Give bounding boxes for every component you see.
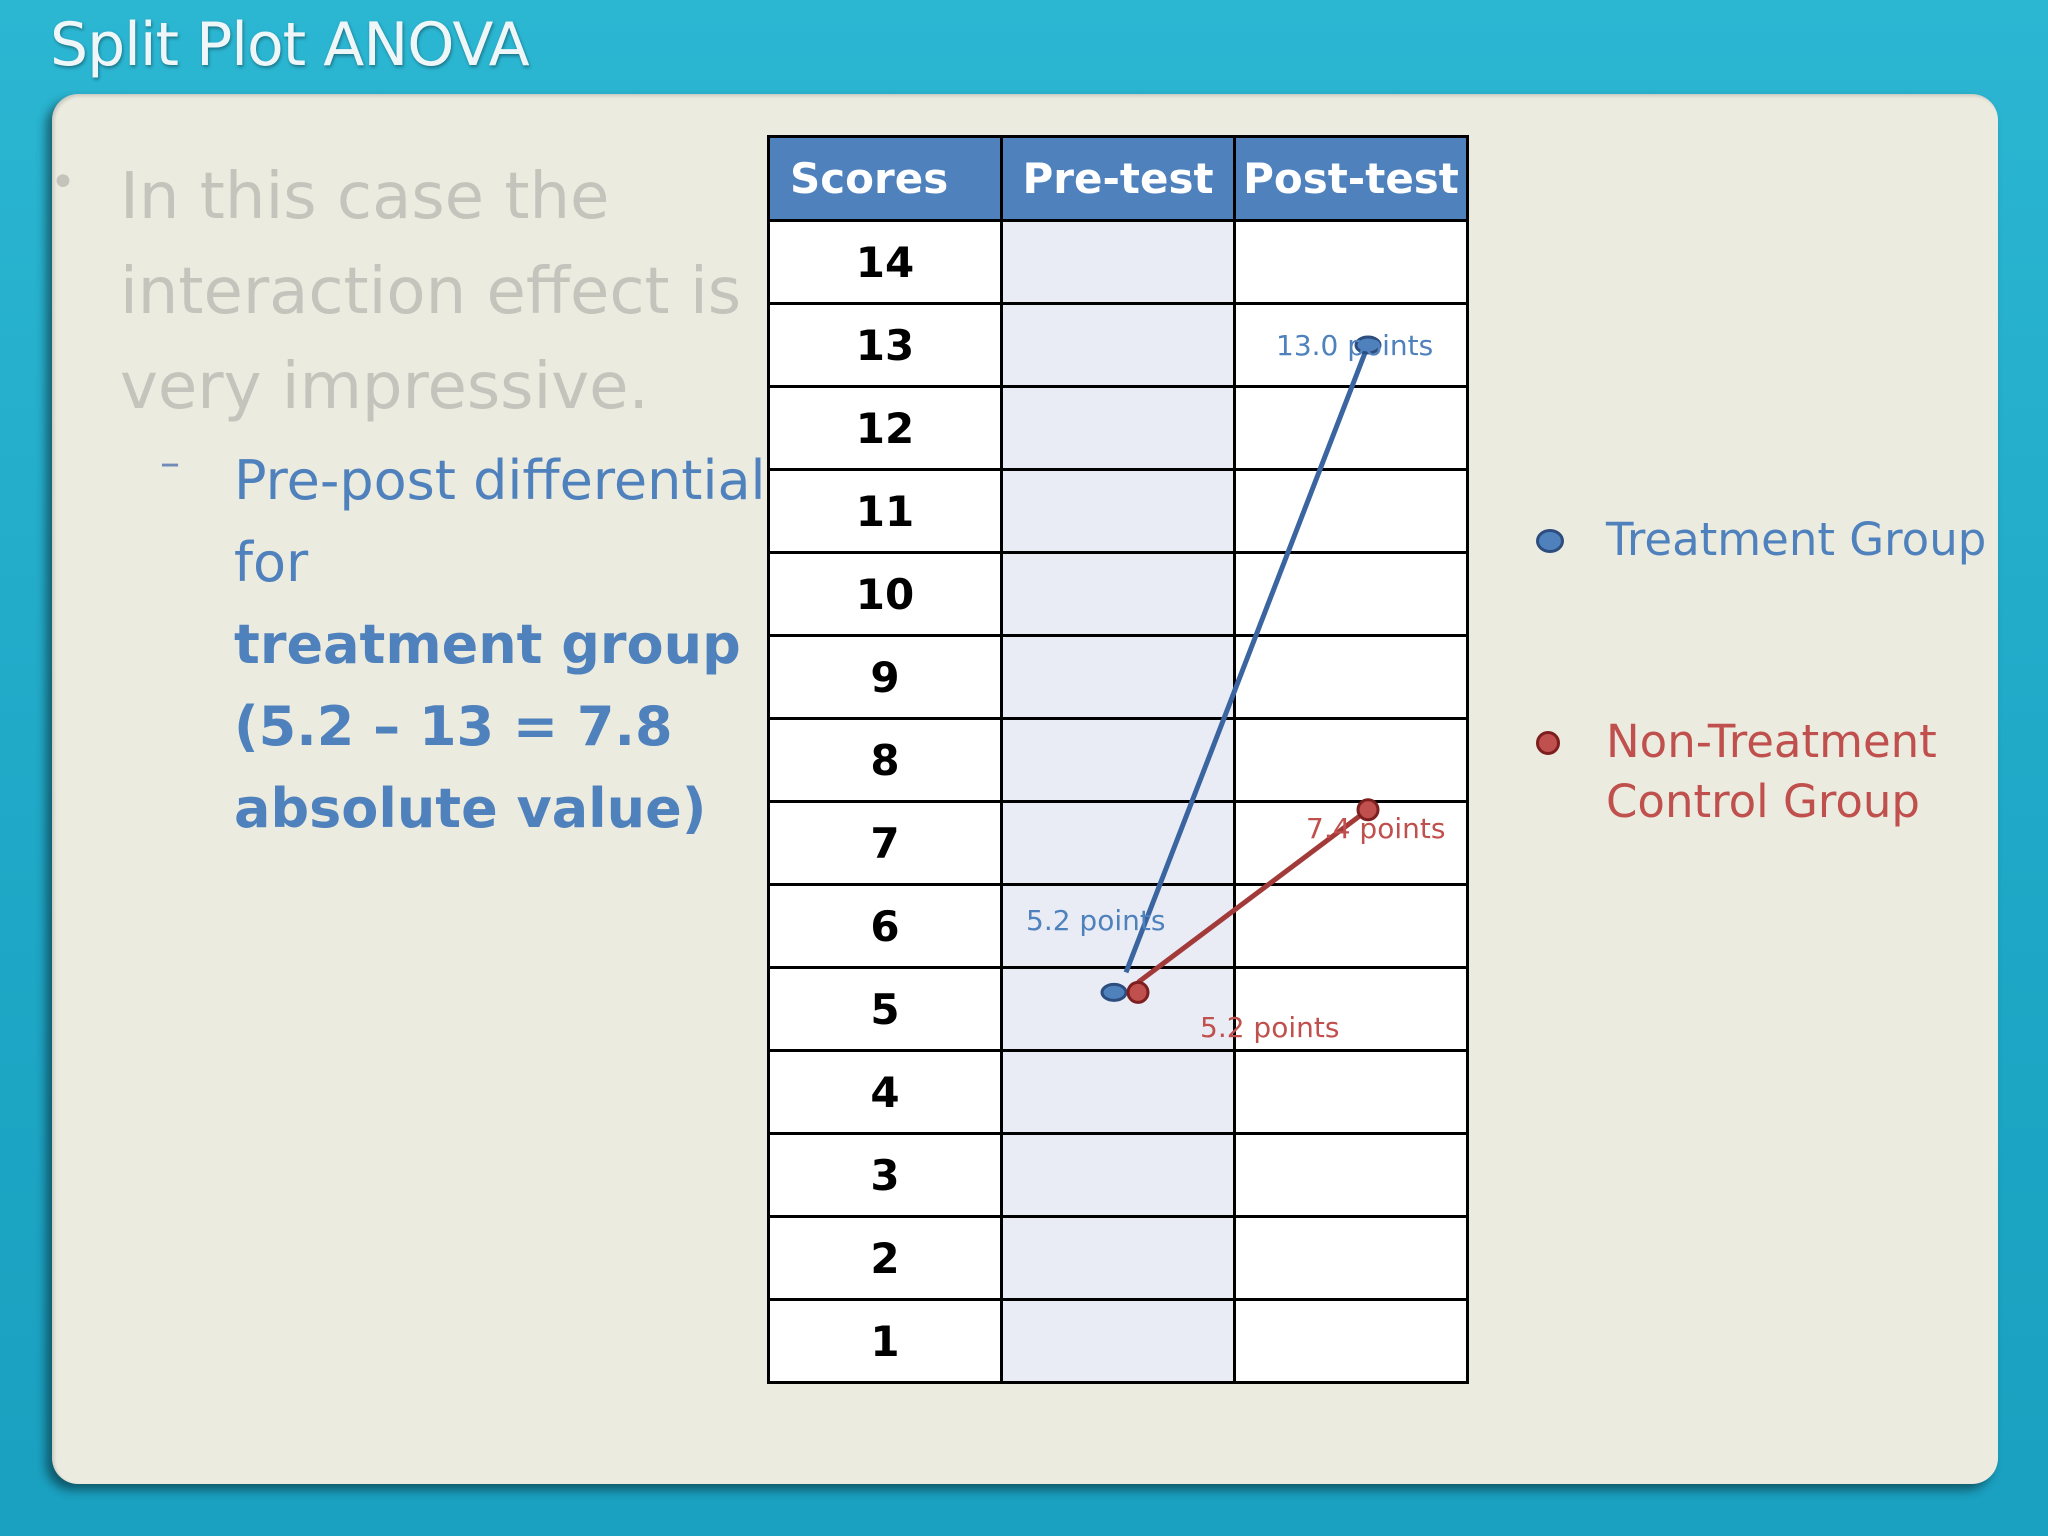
pre-test-cell — [1000, 634, 1236, 720]
table-row: 11 — [767, 468, 1469, 554]
table-row: 8 — [767, 717, 1469, 803]
score-cell: 5 — [767, 966, 1003, 1052]
legend-control: Non-Treatment Control Group — [1536, 712, 1996, 832]
pre-test-cell — [1000, 551, 1236, 637]
slide-title: Split Plot ANOVA — [50, 10, 530, 80]
post-test-cell — [1233, 1215, 1469, 1301]
table-row: 10 — [767, 551, 1469, 637]
post-test-cell — [1233, 966, 1469, 1052]
header-pre-test: Pre-test — [1000, 135, 1236, 222]
header-scores: Scores — [767, 135, 1003, 222]
post-test-cell — [1233, 1132, 1469, 1218]
sub-bullet-bold: treatment group (5.2 – 13 = 7.8 absolute… — [234, 613, 741, 840]
post-test-cell — [1233, 551, 1469, 637]
pre-test-cell — [1000, 302, 1236, 388]
score-cell: 1 — [767, 1298, 1003, 1384]
table-row: 1 — [767, 1298, 1469, 1384]
pre-test-cell — [1000, 717, 1236, 803]
table-row: 9 — [767, 634, 1469, 720]
post-test-cell — [1233, 800, 1469, 886]
score-cell: 4 — [767, 1049, 1003, 1135]
post-test-cell — [1233, 717, 1469, 803]
table-row: 3 — [767, 1132, 1469, 1218]
bullet-point-icon: • — [50, 157, 76, 208]
post-test-cell — [1233, 634, 1469, 720]
pre-test-cell — [1000, 1049, 1236, 1135]
score-cell: 7 — [767, 800, 1003, 886]
pre-test-cell — [1000, 219, 1236, 305]
post-test-cell — [1233, 468, 1469, 554]
post-test-cell — [1233, 219, 1469, 305]
bullet-main-text: In this case the interaction effect is v… — [120, 160, 742, 424]
legend-treatment: Treatment Group — [1536, 510, 1987, 570]
sub-bullet-dash: – — [160, 440, 180, 486]
score-cell: 14 — [767, 219, 1003, 305]
post-test-cell — [1233, 302, 1469, 388]
table-row: 12 — [767, 385, 1469, 471]
pre-test-cell — [1000, 385, 1236, 471]
pre-test-cell — [1000, 468, 1236, 554]
table-row: 4 — [767, 1049, 1469, 1135]
pre-test-cell — [1000, 1132, 1236, 1218]
legend-treatment-label: Treatment Group — [1606, 513, 1987, 566]
table-row: 14 — [767, 219, 1469, 305]
score-cell: 9 — [767, 634, 1003, 720]
pre-test-cell — [1000, 800, 1236, 886]
score-table-body: 14 13 12 11 10 9 8 7 6 5 4 3 2 1 — [767, 219, 1469, 1384]
score-cell: 13 — [767, 302, 1003, 388]
table-row: 5 — [767, 966, 1469, 1052]
score-cell: 3 — [767, 1132, 1003, 1218]
legend-treatment-marker-icon — [1536, 529, 1564, 553]
legend-control-marker-icon — [1536, 731, 1560, 755]
legend-control-label: Non-Treatment Control Group — [1606, 715, 1937, 828]
sub-bullet-text: Pre-post differential for treatment grou… — [234, 440, 774, 850]
pre-test-cell — [1000, 966, 1236, 1052]
pre-test-cell — [1000, 883, 1236, 969]
post-test-cell — [1233, 883, 1469, 969]
post-test-cell — [1233, 1298, 1469, 1384]
score-cell: 6 — [767, 883, 1003, 969]
table-row: 2 — [767, 1215, 1469, 1301]
pre-test-cell — [1000, 1215, 1236, 1301]
score-cell: 11 — [767, 468, 1003, 554]
score-cell: 10 — [767, 551, 1003, 637]
table-row: 13 — [767, 302, 1469, 388]
score-cell: 12 — [767, 385, 1003, 471]
table-row: 6 — [767, 883, 1469, 969]
pre-test-cell — [1000, 1298, 1236, 1384]
post-test-cell — [1233, 385, 1469, 471]
header-post-test: Post-test — [1233, 135, 1469, 222]
post-test-cell — [1233, 1049, 1469, 1135]
score-cell: 2 — [767, 1215, 1003, 1301]
score-table: Scores Pre-test Post-test 14 13 12 11 10 9 8 7 6… — [767, 135, 1469, 1384]
score-cell: 8 — [767, 717, 1003, 803]
table-row: 7 — [767, 800, 1469, 886]
sub-bullet-plain: Pre-post differential for — [234, 449, 766, 594]
